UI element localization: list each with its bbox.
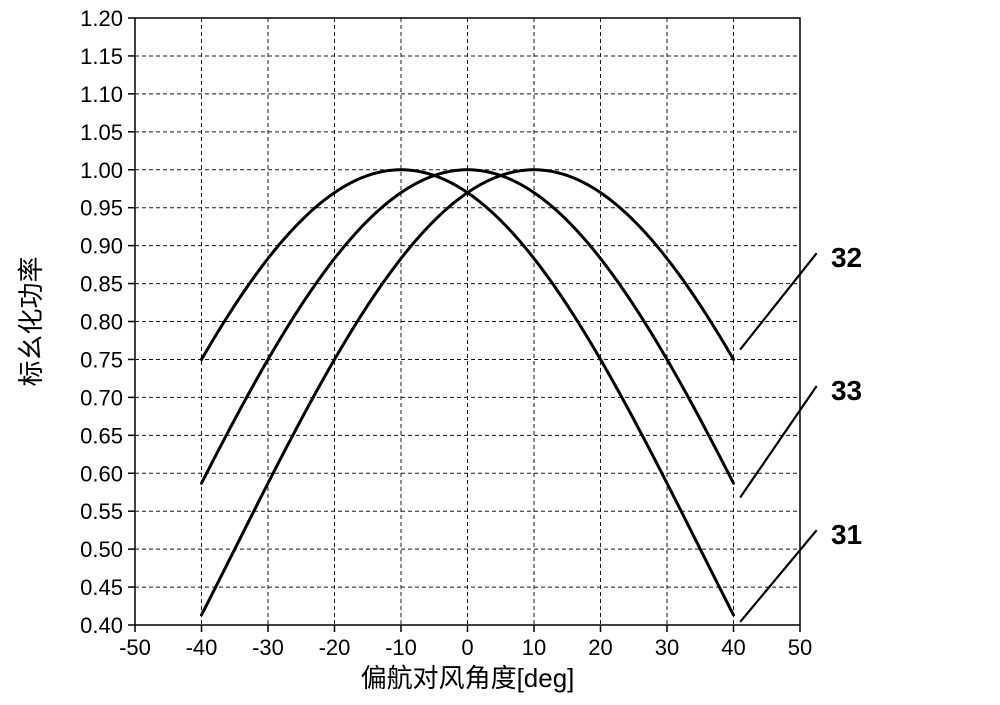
y-axis-title: 标幺化功率 [16, 256, 46, 386]
y-tick-label: 0.60 [80, 461, 123, 486]
y-tick-label: 0.75 [80, 347, 123, 372]
x-axis-title: 偏航对风角度[deg] [361, 663, 575, 693]
x-tick-label: -50 [119, 635, 151, 660]
y-tick-label: 0.45 [80, 575, 123, 600]
series-label: 32 [831, 242, 862, 273]
y-tick-label: 0.70 [80, 385, 123, 410]
series-label: 31 [831, 519, 862, 550]
x-tick-label: 40 [721, 635, 745, 660]
series-label: 33 [831, 375, 862, 406]
y-tick-label: 0.95 [80, 196, 123, 221]
x-tick-label: 50 [788, 635, 812, 660]
x-tick-label: -40 [186, 635, 218, 660]
x-tick-label: -20 [319, 635, 351, 660]
y-tick-label: 0.85 [80, 272, 123, 297]
y-tick-label: 0.80 [80, 310, 123, 335]
y-tick-label: 0.65 [80, 423, 123, 448]
y-tick-label: 0.90 [80, 234, 123, 259]
x-tick-label: -10 [385, 635, 417, 660]
y-tick-label: 1.20 [80, 6, 123, 31]
x-tick-label: 0 [461, 635, 473, 660]
x-tick-label: 20 [588, 635, 612, 660]
chart-container: -50 -40 -30 -20 -10 0 10 20 30 40 50 0.40 0.45 0.50 0.… [0, 0, 1000, 705]
y-tick-label: 1.00 [80, 158, 123, 183]
y-tick-label: 1.10 [80, 82, 123, 107]
x-tick-label: 10 [522, 635, 546, 660]
y-tick-label: 0.40 [80, 613, 123, 638]
y-tick-label: 0.50 [80, 537, 123, 562]
y-tick-label: 1.15 [80, 44, 123, 69]
y-tick-label: 0.55 [80, 499, 123, 524]
chart-svg: -50 -40 -30 -20 -10 0 10 20 30 40 50 0.40 0.45 0.50 0.… [0, 0, 1000, 705]
x-tick-label: 30 [655, 635, 679, 660]
x-tick-label: -30 [252, 635, 284, 660]
y-tick-label: 1.05 [80, 120, 123, 145]
